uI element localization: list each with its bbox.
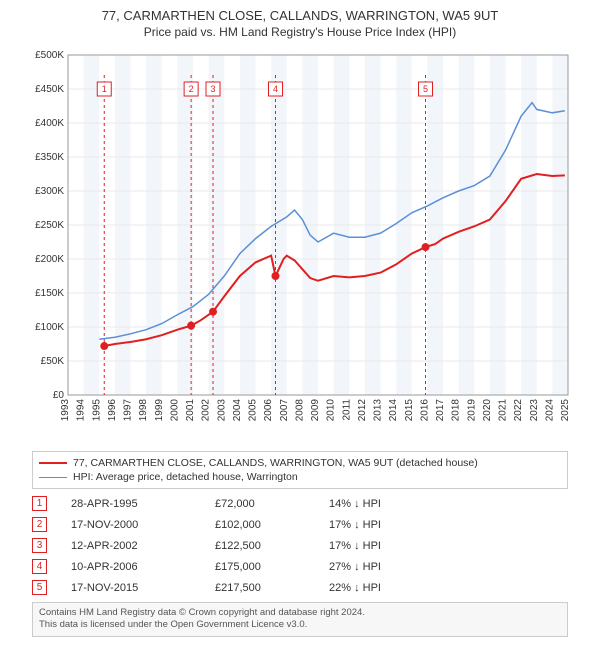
sale-delta: 17% ↓ HPI — [329, 540, 429, 552]
svg-text:2022: 2022 — [513, 399, 524, 422]
svg-text:£200K: £200K — [35, 254, 64, 265]
sale-marker-badge: 2 — [32, 517, 47, 532]
svg-text:1994: 1994 — [76, 399, 87, 422]
svg-text:1: 1 — [102, 84, 107, 94]
svg-text:2009: 2009 — [310, 399, 321, 422]
sale-row: 4 10-APR-2006 £175,000 27% ↓ HPI — [32, 556, 568, 577]
svg-text:1993: 1993 — [60, 399, 71, 422]
sales-table: 1 28-APR-1995 £72,000 14% ↓ HPI 2 17-NOV-2000… — [32, 493, 568, 598]
legend-swatch — [39, 477, 67, 478]
svg-text:2008: 2008 — [294, 399, 305, 422]
svg-text:£350K: £350K — [35, 152, 64, 163]
svg-text:1999: 1999 — [154, 399, 165, 422]
svg-text:1996: 1996 — [107, 399, 118, 422]
sale-marker-badge: 1 — [32, 496, 47, 511]
svg-text:2002: 2002 — [201, 399, 212, 422]
svg-text:2019: 2019 — [466, 399, 477, 422]
sale-date: 17-NOV-2000 — [71, 519, 191, 531]
svg-text:2021: 2021 — [498, 399, 509, 422]
svg-text:3: 3 — [210, 84, 215, 94]
svg-text:2020: 2020 — [482, 399, 493, 422]
svg-text:1997: 1997 — [123, 399, 134, 422]
sale-date: 17-NOV-2015 — [71, 582, 191, 594]
sale-price: £175,000 — [215, 561, 305, 573]
sale-price: £217,500 — [215, 582, 305, 594]
legend-label: HPI: Average price, detached house, Warr… — [73, 471, 298, 483]
legend-swatch — [39, 462, 67, 464]
legend-row: HPI: Average price, detached house, Warr… — [39, 470, 561, 484]
svg-text:£100K: £100K — [35, 322, 64, 333]
sale-row: 1 28-APR-1995 £72,000 14% ↓ HPI — [32, 493, 568, 514]
svg-text:£250K: £250K — [35, 220, 64, 231]
sale-delta: 17% ↓ HPI — [329, 519, 429, 531]
svg-text:2017: 2017 — [435, 399, 446, 422]
svg-text:£150K: £150K — [35, 288, 64, 299]
svg-text:2016: 2016 — [419, 399, 430, 422]
svg-text:£300K: £300K — [35, 186, 64, 197]
svg-text:£450K: £450K — [35, 84, 64, 95]
svg-text:2023: 2023 — [529, 399, 540, 422]
sale-date: 10-APR-2006 — [71, 561, 191, 573]
footer-line-2: This data is licensed under the Open Gov… — [39, 619, 561, 631]
sale-date: 28-APR-1995 — [71, 498, 191, 510]
svg-text:2015: 2015 — [404, 399, 415, 422]
svg-text:2000: 2000 — [169, 399, 180, 422]
svg-text:4: 4 — [273, 84, 278, 94]
page-subtitle: Price paid vs. HM Land Registry's House … — [10, 25, 590, 39]
svg-text:2024: 2024 — [544, 399, 555, 422]
sale-price: £72,000 — [215, 498, 305, 510]
page-title: 77, CARMARTHEN CLOSE, CALLANDS, WARRINGT… — [10, 8, 590, 23]
svg-text:£400K: £400K — [35, 118, 64, 129]
sale-marker-badge: 4 — [32, 559, 47, 574]
sale-delta: 27% ↓ HPI — [329, 561, 429, 573]
svg-text:£500K: £500K — [35, 50, 64, 61]
svg-text:2011: 2011 — [341, 399, 352, 421]
sale-delta: 22% ↓ HPI — [329, 582, 429, 594]
chart-container: 77, CARMARTHEN CLOSE, CALLANDS, WARRINGT… — [0, 0, 600, 650]
svg-text:2005: 2005 — [248, 399, 259, 422]
legend-box: 77, CARMARTHEN CLOSE, CALLANDS, WARRINGT… — [32, 451, 568, 489]
svg-text:2010: 2010 — [326, 399, 337, 422]
footer-line-1: Contains HM Land Registry data © Crown c… — [39, 607, 561, 619]
svg-text:2003: 2003 — [216, 399, 227, 422]
legend-label: 77, CARMARTHEN CLOSE, CALLANDS, WARRINGT… — [73, 457, 478, 469]
sale-row: 2 17-NOV-2000 £102,000 17% ↓ HPI — [32, 514, 568, 535]
svg-text:2014: 2014 — [388, 399, 399, 422]
svg-text:2007: 2007 — [279, 399, 290, 422]
svg-text:2006: 2006 — [263, 399, 274, 422]
svg-text:£50K: £50K — [41, 356, 65, 367]
svg-text:2001: 2001 — [185, 399, 196, 422]
svg-text:5: 5 — [423, 84, 428, 94]
sale-marker-badge: 5 — [32, 580, 47, 595]
svg-text:2: 2 — [189, 84, 194, 94]
sale-marker-badge: 3 — [32, 538, 47, 553]
svg-text:2012: 2012 — [357, 399, 368, 422]
svg-text:1998: 1998 — [138, 399, 149, 422]
svg-text:2004: 2004 — [232, 399, 243, 422]
svg-text:1995: 1995 — [91, 399, 102, 422]
svg-text:2018: 2018 — [451, 399, 462, 422]
footer-attribution: Contains HM Land Registry data © Crown c… — [32, 602, 568, 637]
sale-delta: 14% ↓ HPI — [329, 498, 429, 510]
chart-area: £0£50K£100K£150K£200K£250K£300K£350K£400… — [20, 45, 580, 445]
sale-date: 12-APR-2002 — [71, 540, 191, 552]
svg-text:2025: 2025 — [560, 399, 571, 422]
sale-row: 5 17-NOV-2015 £217,500 22% ↓ HPI — [32, 577, 568, 598]
chart-svg: £0£50K£100K£150K£200K£250K£300K£350K£400… — [20, 45, 580, 445]
sale-row: 3 12-APR-2002 £122,500 17% ↓ HPI — [32, 535, 568, 556]
legend-row: 77, CARMARTHEN CLOSE, CALLANDS, WARRINGT… — [39, 456, 561, 470]
sale-price: £102,000 — [215, 519, 305, 531]
sale-price: £122,500 — [215, 540, 305, 552]
svg-text:2013: 2013 — [373, 399, 384, 422]
